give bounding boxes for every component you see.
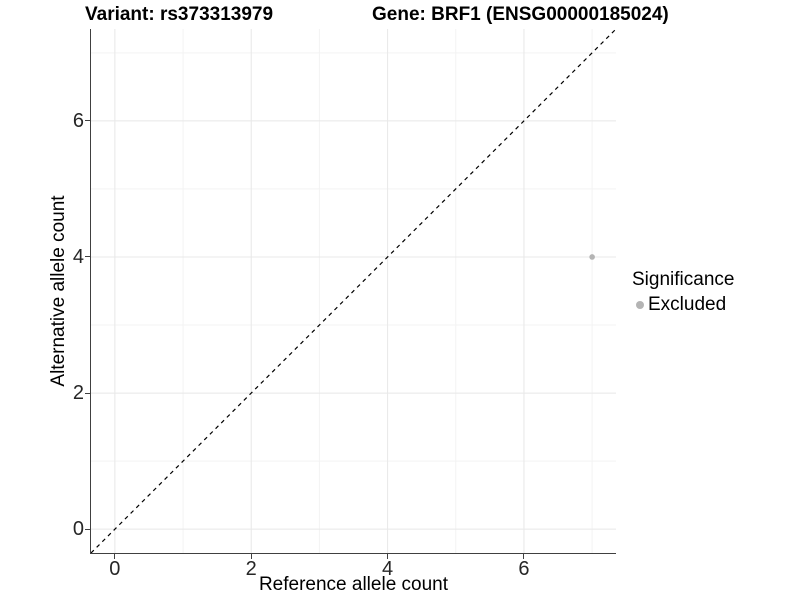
legend-title: Significance <box>632 269 735 290</box>
plot-title-variant: Variant: rs373313979 <box>85 4 274 25</box>
y-tick-mark <box>85 528 90 530</box>
x-tick-label: 6 <box>518 558 530 580</box>
y-axis-title: Alternative allele count <box>48 195 69 387</box>
plot-area <box>91 29 616 553</box>
y-tick-label: 4 <box>72 245 84 268</box>
plot-title-gene: Gene: BRF1 (ENSG00000185024) <box>372 4 669 25</box>
legend-marker-circle-icon <box>636 301 644 309</box>
y-tick-mark <box>85 120 90 122</box>
y-tick-mark <box>85 392 90 394</box>
y-tick-mark <box>85 256 90 258</box>
x-tick-label: 0 <box>109 558 121 580</box>
y-tick-label: 6 <box>72 109 84 132</box>
x-axis-title: Reference allele count <box>258 574 449 595</box>
legend: Significance Excluded <box>631 268 734 316</box>
identity-line <box>91 29 616 553</box>
y-tick-label: 0 <box>72 518 84 541</box>
y-tick-label: 2 <box>72 382 84 405</box>
x-tick-label: 4 <box>382 558 394 580</box>
legend-item-excluded: Excluded <box>631 294 734 316</box>
x-tick-mark <box>523 554 525 559</box>
x-tick-mark <box>387 554 389 559</box>
x-tick-mark <box>250 554 252 559</box>
x-tick-label: 2 <box>245 558 257 580</box>
plot-panel <box>90 29 616 554</box>
x-tick-mark <box>114 554 116 559</box>
data-point[interactable] <box>589 254 595 260</box>
legend-entry-label: Excluded <box>648 294 727 315</box>
